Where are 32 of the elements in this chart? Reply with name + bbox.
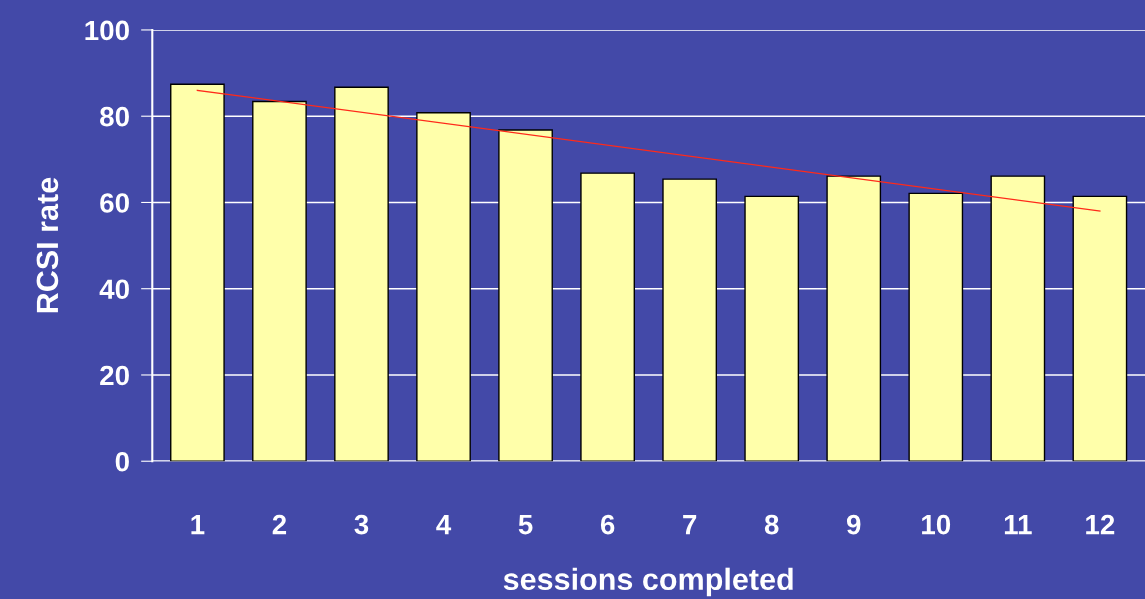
bar xyxy=(252,100,307,462)
y-tick-label: 40 xyxy=(99,279,129,300)
x-tick-label: 10 xyxy=(922,514,951,535)
x-tick-label: 5 xyxy=(518,515,533,535)
x-tick-label: 1 xyxy=(191,515,205,535)
bar xyxy=(170,83,225,462)
bar xyxy=(1072,195,1128,462)
x-axis-title: sessions completed xyxy=(503,567,793,597)
bar xyxy=(990,175,1046,462)
y-tick-label: 60 xyxy=(100,193,129,213)
y-tick-label: 100 xyxy=(85,20,129,41)
x-tick-label: 11 xyxy=(1004,515,1032,535)
y-tick-label: 20 xyxy=(100,365,129,386)
x-tick-label: 7 xyxy=(683,515,697,535)
x-tick-label: 3 xyxy=(354,514,369,535)
bar xyxy=(498,129,553,462)
bar xyxy=(744,195,800,462)
bar xyxy=(908,192,964,462)
x-tick-label: 4 xyxy=(436,515,452,535)
bar xyxy=(662,178,718,462)
x-tick-label: 8 xyxy=(764,514,779,535)
y-axis-title: RCSI rate xyxy=(36,177,59,313)
bar xyxy=(334,86,389,462)
x-tick-label: 2 xyxy=(272,514,287,535)
x-tick-label: 6 xyxy=(600,514,615,535)
y-tick-label: 0 xyxy=(115,451,129,472)
bar xyxy=(580,172,635,462)
bar xyxy=(416,112,471,462)
x-tick-label: 9 xyxy=(846,514,861,535)
bar xyxy=(826,175,882,462)
y-tick-label: 80 xyxy=(100,106,129,127)
x-tick-label: 12 xyxy=(1086,514,1115,535)
